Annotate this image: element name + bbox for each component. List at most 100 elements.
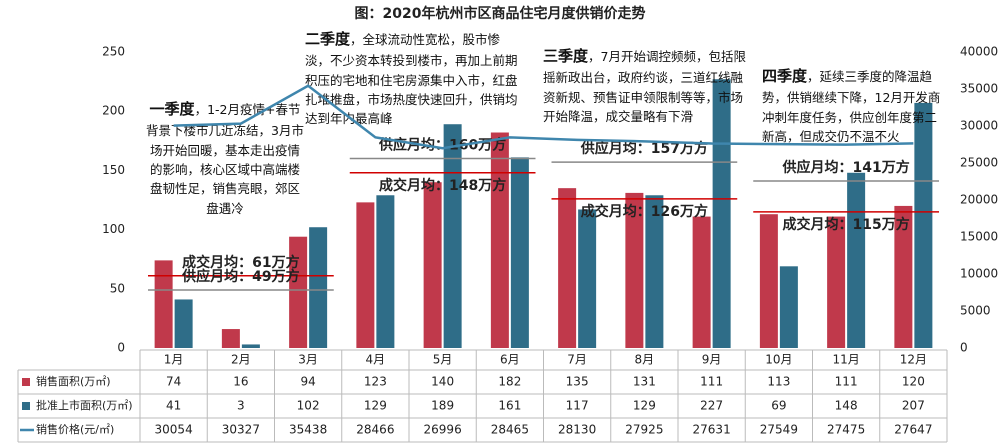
bar xyxy=(692,216,711,348)
quarter-text: 一季度，1-2月疫情+春节背景下楼市几近冻结，3月市场开始回暖，基本走出疫情的影… xyxy=(145,98,305,218)
quarter-desc: ，全球流动性宽松，股市惨淡，不少资本转投到楼市，再加上前期积压的宅地和住宅房源集… xyxy=(305,32,518,127)
x-tick-label: 3月 xyxy=(298,353,318,367)
bar xyxy=(423,182,442,348)
quarter-note: 三季度，7月开始调控频频，包括限摇新政出台，政府约谈，三道红线融资新规、预售证申… xyxy=(543,45,753,126)
table-value: 120 xyxy=(902,375,925,389)
x-tick-label: 1月 xyxy=(164,353,184,367)
table-value: 28465 xyxy=(491,423,529,437)
table-value: 140 xyxy=(431,375,454,389)
x-tick-label: 9月 xyxy=(702,353,722,367)
y-tick-label: 200 xyxy=(102,104,125,118)
x-tick-label: 6月 xyxy=(500,353,520,367)
bar xyxy=(154,260,173,348)
y2-tick-label: 25000 xyxy=(960,156,998,170)
table-value: 123 xyxy=(364,375,387,389)
table-value: 35438 xyxy=(289,423,327,437)
quarter-title: 一季度 xyxy=(149,100,195,118)
y-tick-label: 150 xyxy=(102,163,125,177)
bar xyxy=(847,172,866,348)
x-tick-label: 8月 xyxy=(635,353,655,367)
bar xyxy=(578,209,597,348)
bar xyxy=(779,266,798,348)
table-value: 16 xyxy=(233,375,248,389)
bar xyxy=(914,102,933,348)
table-value: 27475 xyxy=(827,423,865,437)
table-value: 129 xyxy=(633,399,656,413)
bar xyxy=(376,195,395,348)
bar xyxy=(443,124,462,348)
x-tick-label: 10月 xyxy=(765,353,792,367)
y2-tick-label: 5000 xyxy=(960,304,991,318)
table-value: 27631 xyxy=(693,423,731,437)
quarter-title: 二季度 xyxy=(305,30,351,48)
sales-avg-label: 成交月均：126万方 xyxy=(581,203,708,220)
bar xyxy=(289,236,308,348)
table-value: 135 xyxy=(566,375,589,389)
quarter-text: 三季度，7月开始调控频频，包括限摇新政出台，政府约谈，三道红线融资新规、预售证申… xyxy=(543,45,753,126)
bar xyxy=(510,157,529,348)
table-value: 113 xyxy=(767,375,790,389)
table-value: 102 xyxy=(297,399,320,413)
bar xyxy=(490,132,509,348)
legend-label: 销售价格(元/㎡) xyxy=(36,422,114,436)
y2-tick-label: 10000 xyxy=(960,267,998,281)
quarter-note: 一季度，1-2月疫情+春节背景下楼市几近冻结，3月市场开始回暖，基本走出疫情的影… xyxy=(145,98,305,218)
supply-avg-label: 供应月均：49万方 xyxy=(181,268,299,285)
table-value: 28130 xyxy=(558,423,596,437)
bar xyxy=(174,299,193,348)
y-tick-label: 0 xyxy=(117,341,125,355)
table-value: 182 xyxy=(498,375,521,389)
table-value: 74 xyxy=(166,375,181,389)
table-value: 131 xyxy=(633,375,656,389)
quarter-note: 四季度，延续三季度的降温趋势，供销继续下降，12月开发商冲刺年度任务，供应创年度… xyxy=(762,67,940,144)
table-value: 161 xyxy=(498,399,521,413)
x-tick-label: 7月 xyxy=(567,353,587,367)
bar xyxy=(759,214,778,348)
table-value: 30327 xyxy=(222,423,260,437)
quarter-title: 四季度 xyxy=(762,67,808,85)
bar xyxy=(625,192,644,348)
table-value: 227 xyxy=(700,399,723,413)
table-value: 27647 xyxy=(894,423,932,437)
y2-tick-label: 0 xyxy=(960,341,968,355)
table-value: 117 xyxy=(566,399,589,413)
supply-avg-label: 供应月均：141万方 xyxy=(782,159,910,176)
y2-tick-label: 20000 xyxy=(960,193,998,207)
x-tick-label: 12月 xyxy=(900,353,927,367)
quarter-text: 二季度，全球流动性宽松，股市惨淡，不少资本转投到楼市，再加上前期积压的宅地和住宅… xyxy=(305,28,520,129)
bar xyxy=(558,188,577,348)
legend-swatch xyxy=(22,402,30,410)
table-value: 27925 xyxy=(625,423,663,437)
sales-avg-label: 成交月均：61万方 xyxy=(182,254,299,271)
y2-tick-label: 15000 xyxy=(960,230,998,244)
y2-tick-label: 35000 xyxy=(960,82,998,96)
supply-avg-label: 供应月均：160万方 xyxy=(378,137,506,154)
x-tick-label: 11月 xyxy=(832,353,859,367)
y2-tick-label: 30000 xyxy=(960,119,998,133)
x-tick-label: 2月 xyxy=(231,353,251,367)
table-value: 207 xyxy=(902,399,925,413)
table-value: 129 xyxy=(364,399,387,413)
table-value: 41 xyxy=(166,399,181,413)
sales-avg-label: 成交月均：148万方 xyxy=(379,177,506,194)
y-tick-label: 100 xyxy=(102,222,125,236)
table-value: 111 xyxy=(835,375,858,389)
table-value: 189 xyxy=(431,399,454,413)
y2-tick-label: 40000 xyxy=(960,45,998,59)
bar xyxy=(241,344,260,348)
y-tick-label: 50 xyxy=(110,281,125,295)
bar xyxy=(309,227,328,348)
y-tick-label: 250 xyxy=(102,45,125,59)
table-value: 26996 xyxy=(424,423,462,437)
table-value: 30054 xyxy=(155,423,193,437)
chart-title: 图：2020年杭州市区商品住宅月度供销价走势 xyxy=(355,5,646,22)
quarter-title: 三季度 xyxy=(543,47,589,65)
table-value: 28466 xyxy=(356,423,394,437)
legend-label: 销售面积(万㎡) xyxy=(36,374,111,388)
quarter-desc: ，7月开始调控频频，包括限摇新政出台，政府约谈，三道红线融资新规、预售证申领限制… xyxy=(543,49,746,124)
sales-avg-label: 成交月均：115万方 xyxy=(783,216,910,233)
table-value: 111 xyxy=(700,375,723,389)
quarter-note: 二季度，全球流动性宽松，股市惨淡，不少资本转投到楼市，再加上前期积压的宅地和住宅… xyxy=(305,28,520,129)
bar xyxy=(221,329,240,348)
